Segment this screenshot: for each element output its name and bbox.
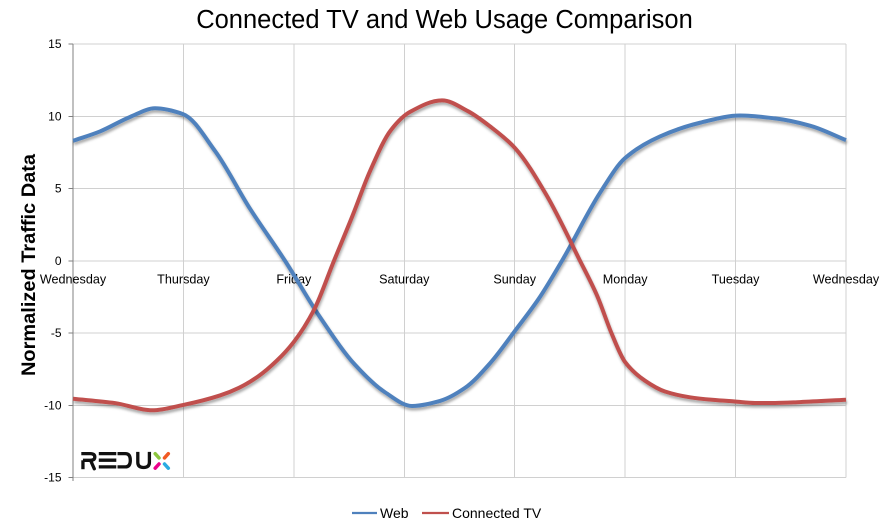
svg-text:Connected TV and Web Usage Com: Connected TV and Web Usage Comparison xyxy=(196,6,693,34)
svg-text:Friday: Friday xyxy=(276,273,312,287)
svg-text:Saturday: Saturday xyxy=(379,273,430,287)
svg-text:Monday: Monday xyxy=(603,273,649,287)
svg-text:0: 0 xyxy=(55,254,62,268)
svg-text:5: 5 xyxy=(55,182,62,196)
svg-text:Wednesday: Wednesday xyxy=(813,273,880,287)
svg-text:10: 10 xyxy=(48,109,62,123)
svg-text:-10: -10 xyxy=(44,398,62,412)
svg-text:Web: Web xyxy=(380,505,409,521)
svg-text:Connected TV: Connected TV xyxy=(452,505,542,521)
svg-text:Normalized Traffic Data: Normalized Traffic Data xyxy=(18,154,40,376)
svg-text:-5: -5 xyxy=(51,326,62,340)
svg-text:Sunday: Sunday xyxy=(493,273,536,287)
svg-text:Thursday: Thursday xyxy=(157,273,210,287)
svg-text:Wednesday: Wednesday xyxy=(40,273,107,287)
svg-text:Tuesday: Tuesday xyxy=(712,273,761,287)
svg-text:-15: -15 xyxy=(44,471,62,485)
svg-text:15: 15 xyxy=(48,37,62,51)
